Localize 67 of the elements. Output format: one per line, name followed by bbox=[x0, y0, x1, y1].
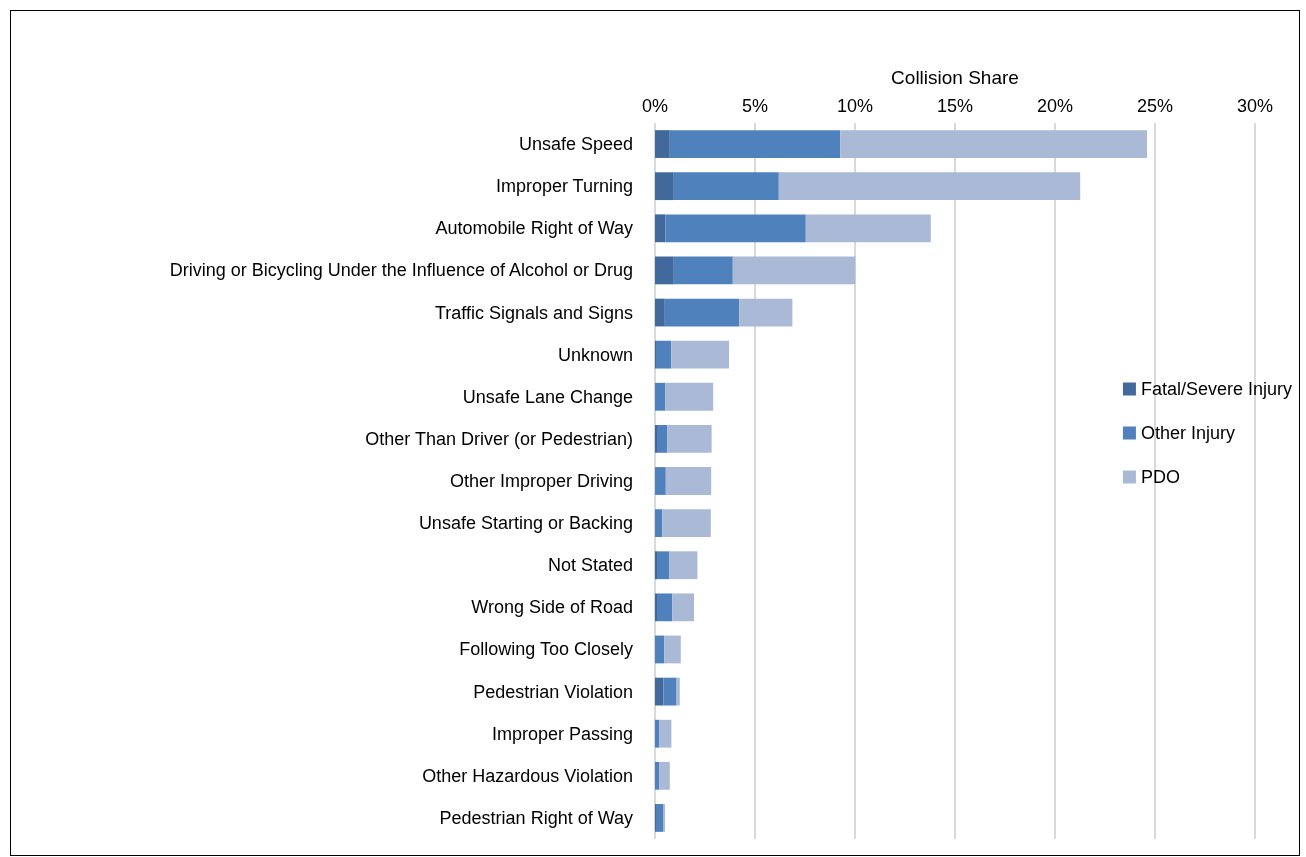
bar bbox=[655, 298, 665, 327]
y-tick-label: Wrong Side of Road bbox=[471, 597, 633, 618]
bar bbox=[659, 719, 672, 748]
x-tick-label: 0% bbox=[641, 96, 669, 116]
bar bbox=[655, 256, 674, 285]
y-tick-label: Unsafe Speed bbox=[518, 134, 633, 155]
bar bbox=[655, 382, 666, 411]
bar bbox=[669, 551, 698, 580]
x-axis-title: Collision Share bbox=[891, 67, 1019, 88]
legend-label: Other Injury bbox=[1140, 423, 1235, 443]
bar bbox=[669, 130, 841, 158]
bar bbox=[673, 256, 733, 285]
bar bbox=[659, 761, 670, 790]
bar bbox=[665, 214, 806, 243]
bar bbox=[840, 130, 1147, 158]
legend-label: Fatal/Severe Injury bbox=[1140, 379, 1293, 399]
bar bbox=[655, 509, 663, 538]
y-tick-label: Pedestrian Right of Way bbox=[439, 807, 633, 828]
bar bbox=[673, 172, 779, 201]
bar bbox=[778, 172, 1081, 201]
bar bbox=[655, 467, 666, 495]
bar bbox=[656, 804, 663, 832]
bar bbox=[655, 719, 660, 748]
bar bbox=[671, 340, 729, 369]
legend-label: PDO bbox=[1140, 467, 1180, 487]
y-tick-label: Improper Passing bbox=[491, 723, 633, 744]
bar bbox=[664, 635, 681, 664]
bar bbox=[655, 677, 664, 706]
y-tick-label: Unsafe Lane Change bbox=[462, 386, 633, 407]
y-tick-label: Unsafe Starting or Backing bbox=[418, 513, 633, 534]
bar bbox=[657, 551, 670, 580]
y-tick-label: Not Stated bbox=[547, 555, 633, 576]
bar bbox=[667, 424, 712, 453]
bar bbox=[662, 509, 711, 538]
bar bbox=[672, 593, 694, 622]
y-tick-label: Other Than Driver (or Pedestrian) bbox=[365, 428, 633, 449]
bar bbox=[665, 382, 714, 411]
x-tick-label: 30% bbox=[1236, 96, 1274, 116]
bar bbox=[663, 677, 677, 706]
y-tick-label: Improper Turning bbox=[495, 176, 633, 197]
x-tick-label: 5% bbox=[741, 96, 769, 116]
y-tick-label: Pedestrian Violation bbox=[473, 681, 633, 702]
x-tick-label: 25% bbox=[1136, 96, 1174, 116]
bar bbox=[657, 424, 668, 453]
y-tick-label: Other Improper Driving bbox=[449, 471, 633, 491]
y-tick-label: Traffic Signals and Signs bbox=[434, 302, 633, 323]
y-tick-label: Unknown bbox=[557, 344, 633, 365]
bar bbox=[676, 677, 680, 706]
bar bbox=[657, 593, 673, 622]
bar bbox=[665, 467, 712, 495]
bar bbox=[655, 130, 670, 158]
x-tick-label: 20% bbox=[1036, 96, 1074, 116]
bar bbox=[655, 214, 666, 243]
y-tick-label: Following Too Closely bbox=[459, 639, 633, 660]
y-tick-label: Automobile Right of Way bbox=[435, 218, 633, 239]
y-tick-label: Driving or Bicycling Under the Influence of Alcohol or Drug bbox=[169, 260, 633, 281]
x-tick-label: 10% bbox=[836, 96, 874, 116]
bar bbox=[656, 340, 672, 369]
bar bbox=[655, 635, 665, 664]
y-tick-label: Other Hazardous Violation bbox=[422, 765, 633, 786]
bar bbox=[655, 172, 674, 201]
bar bbox=[664, 298, 740, 327]
bar bbox=[655, 761, 660, 790]
bar bbox=[739, 298, 793, 327]
bar bbox=[732, 256, 856, 285]
bar bbox=[805, 214, 931, 243]
x-tick-label: 15% bbox=[936, 96, 974, 116]
